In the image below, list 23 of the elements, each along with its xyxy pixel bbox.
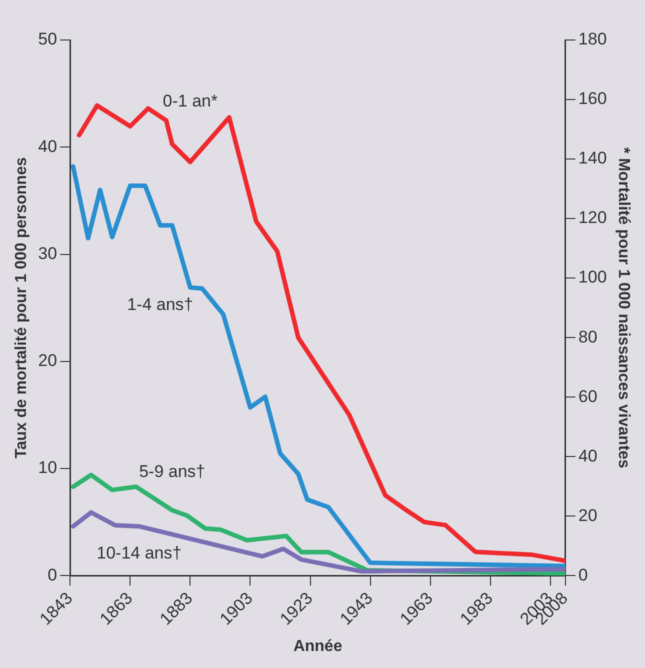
y2-axis-title: * Mortalité pour 1 000 naissances vivantes bbox=[614, 147, 632, 468]
y2-tick-label: 140 bbox=[578, 148, 607, 168]
series-label: 10-14 ans† bbox=[96, 544, 182, 563]
y-tick-label: 20 bbox=[38, 351, 58, 370]
y2-tick-label: 80 bbox=[578, 327, 598, 346]
y2-tick-label: 160 bbox=[578, 89, 607, 108]
series-label: 5-9 ans† bbox=[139, 462, 206, 481]
y2-tick-label: 0 bbox=[578, 565, 588, 584]
y2-tick-label: 40 bbox=[578, 446, 598, 466]
y2-tick-label: 60 bbox=[578, 386, 598, 406]
y2-tick-label: 20 bbox=[578, 506, 598, 525]
series-label: 1-4 ans† bbox=[127, 294, 194, 314]
series-label: 0-1 an* bbox=[162, 91, 218, 110]
y2-tick-label: 180 bbox=[578, 30, 607, 49]
y-tick-label: 0 bbox=[48, 565, 58, 584]
y-axis-title: Taux de mortalité pour 1 000 personnes bbox=[13, 157, 30, 458]
y2-tick-label: 120 bbox=[578, 208, 607, 228]
y-tick-label: 10 bbox=[38, 458, 58, 478]
y-tick-label: 40 bbox=[38, 136, 58, 156]
y2-tick-label: 100 bbox=[578, 268, 607, 287]
x-axis-title: Année bbox=[293, 638, 342, 655]
y-tick-label: 50 bbox=[38, 30, 58, 49]
y-tick-label: 30 bbox=[38, 244, 58, 263]
